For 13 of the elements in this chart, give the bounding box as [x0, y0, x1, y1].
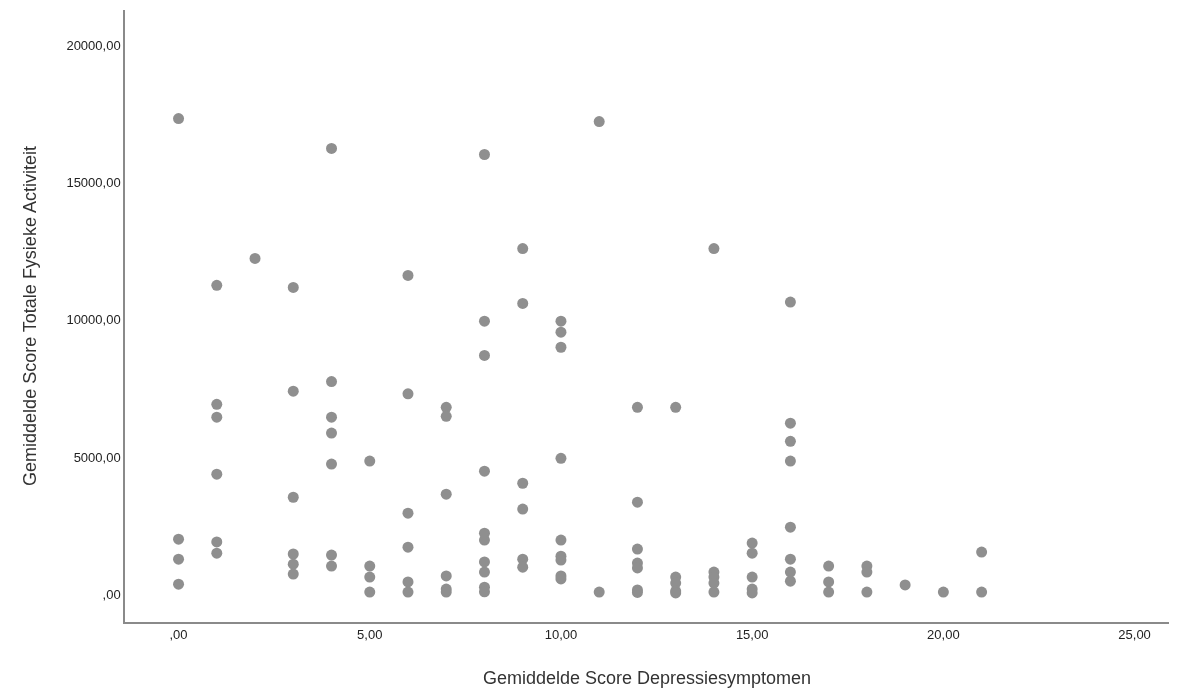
y-tick-label: 10000,00: [66, 312, 121, 328]
y-tick-label: 5000,00: [73, 449, 121, 465]
y-axis-title: Gemiddelde Score Totale Fysieke Activiteit: [20, 146, 41, 486]
x-tick-label: 25,00: [1118, 627, 1151, 643]
x-axis-title: Gemiddelde Score Depressiesymptomen: [482, 667, 812, 688]
y-tick-label: 20000,00: [66, 38, 121, 54]
x-tick-label: 20,00: [927, 627, 960, 643]
x-tick-label: 5,00: [357, 627, 383, 643]
y-tick-label: ,00: [102, 586, 121, 602]
x-tick-label: 10,00: [544, 627, 578, 643]
y-tick-label: 15000,00: [66, 175, 121, 191]
x-tick-label: 15,00: [735, 627, 769, 643]
x-tick-label: ,00: [169, 627, 188, 643]
